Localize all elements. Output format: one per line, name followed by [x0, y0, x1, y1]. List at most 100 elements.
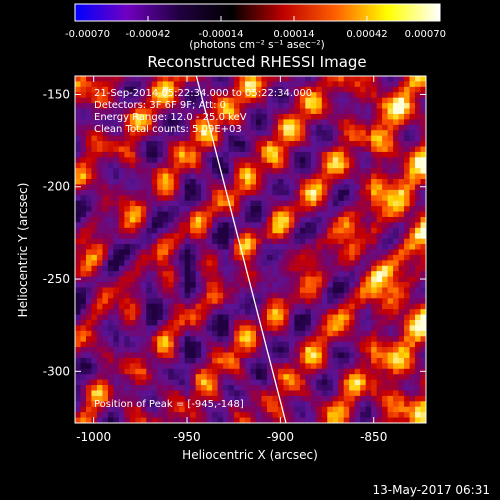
- heatmap-cell: [305, 227, 312, 234]
- heatmap-cell: [75, 412, 81, 418]
- heatmap-cell: [332, 314, 339, 321]
- heatmap-cell: [201, 352, 208, 359]
- heatmap-cell: [261, 103, 268, 109]
- heatmap-cell: [404, 81, 410, 88]
- heatmap-cell: [179, 233, 186, 240]
- heatmap-cell: [404, 162, 410, 169]
- heatmap-cell: [398, 200, 405, 207]
- heatmap-cell: [157, 168, 164, 174]
- heatmap-cell: [228, 249, 235, 256]
- heatmap-cell: [277, 119, 284, 126]
- heatmap-cell: [316, 81, 323, 88]
- heatmap-cell: [206, 211, 213, 218]
- heatmap-cell: [382, 206, 389, 212]
- heatmap-cell: [217, 179, 224, 185]
- heatmap-cell: [321, 292, 328, 299]
- heatmap-cell: [212, 287, 218, 294]
- heatmap-cell: [135, 379, 142, 386]
- heatmap-cell: [310, 108, 317, 115]
- heatmap-cell: [239, 385, 246, 391]
- heatmap-cell: [316, 314, 323, 321]
- heatmap-cell: [321, 249, 328, 256]
- heatmap-cell: [212, 379, 218, 386]
- heatmap-cell: [343, 119, 350, 126]
- heatmap-cell: [118, 282, 125, 288]
- heatmap-cell: [409, 249, 416, 256]
- heatmap-cell: [168, 395, 175, 402]
- heatmap-cell: [157, 238, 164, 245]
- heatmap-cell: [184, 173, 191, 180]
- heatmap-cell: [102, 206, 109, 212]
- colorbar-tick-label: -0.00070: [65, 29, 110, 40]
- heatmap-cell: [365, 189, 372, 196]
- heatmap-cell: [140, 157, 147, 164]
- heatmap-cell: [360, 395, 367, 402]
- heatmap-cell: [354, 309, 361, 315]
- heatmap-cell: [393, 195, 399, 202]
- heatmap-cell: [338, 108, 345, 115]
- heatmap-cell: [75, 244, 81, 250]
- heatmap-cell: [102, 287, 109, 294]
- heatmap-cell: [234, 227, 240, 234]
- heatmap-cell: [85, 336, 92, 343]
- heatmap-cell: [223, 314, 229, 321]
- heatmap-cell: [288, 216, 295, 223]
- heatmap-cell: [140, 347, 147, 353]
- heatmap-cell: [75, 151, 81, 158]
- heatmap-cell: [415, 368, 421, 375]
- heatmap-cell: [272, 352, 279, 359]
- heatmap-cell: [80, 319, 87, 326]
- heatmap-cell: [228, 206, 235, 212]
- heatmap-cell: [305, 119, 312, 126]
- heatmap-cell: [80, 260, 87, 267]
- heatmap-cell: [382, 363, 389, 370]
- heatmap-cell: [151, 227, 158, 234]
- heatmap-cell: [332, 124, 339, 131]
- heatmap-cell: [310, 97, 317, 104]
- heatmap-cell: [305, 151, 312, 158]
- heatmap-cell: [129, 298, 136, 305]
- heatmap-cell: [250, 330, 257, 337]
- heatmap-cell: [212, 374, 218, 381]
- heatmap-cell: [327, 222, 334, 229]
- heatmap-cell: [162, 168, 169, 174]
- heatmap-cell: [255, 330, 262, 337]
- heatmap-cell: [420, 265, 427, 272]
- heatmap-cell: [179, 363, 186, 370]
- heatmap-cell: [354, 124, 361, 131]
- heatmap-cell: [310, 287, 317, 294]
- heatmap-cell: [255, 357, 262, 364]
- heatmap-cell: [80, 303, 87, 310]
- heatmap-cell: [299, 303, 306, 310]
- heatmap-cell: [382, 276, 389, 283]
- heatmap-cell: [404, 173, 410, 180]
- heatmap-cell: [310, 249, 317, 256]
- heatmap-cell: [107, 314, 114, 321]
- heatmap-cell: [354, 271, 361, 278]
- heatmap-cell: [343, 385, 350, 391]
- heatmap-cell: [415, 206, 421, 212]
- heatmap-cell: [327, 97, 334, 104]
- heatmap-cell: [228, 314, 235, 321]
- heatmap-cell: [398, 195, 405, 202]
- heatmap-cell: [217, 222, 224, 229]
- heatmap-cell: [409, 86, 416, 93]
- heatmap-cell: [245, 401, 251, 408]
- heatmap-cell: [195, 347, 202, 353]
- heatmap-cell: [338, 97, 345, 104]
- heatmap-cell: [80, 249, 87, 256]
- heatmap-cell: [162, 390, 169, 397]
- heatmap-cell: [234, 92, 240, 99]
- heatmap-cell: [184, 227, 191, 234]
- heatmap-cell: [272, 341, 279, 348]
- heatmap-cell: [168, 195, 175, 202]
- heatmap-cell: [332, 162, 339, 169]
- heatmap-cell: [272, 200, 279, 207]
- heatmap-cell: [118, 130, 125, 137]
- heatmap-cell: [234, 309, 240, 315]
- heatmap-cell: [157, 276, 164, 283]
- heatmap-cell: [360, 184, 367, 191]
- heatmap-cell: [118, 238, 125, 245]
- heatmap-cell: [234, 103, 240, 109]
- heatmap-cell: [102, 86, 109, 93]
